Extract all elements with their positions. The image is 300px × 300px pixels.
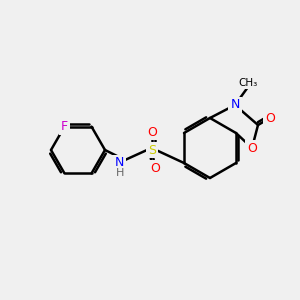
Text: O: O	[147, 125, 157, 139]
Text: O: O	[150, 161, 160, 175]
Text: N: N	[114, 157, 124, 169]
Text: H: H	[116, 168, 124, 178]
Text: F: F	[61, 120, 68, 133]
Text: O: O	[247, 142, 257, 154]
Text: N: N	[230, 98, 240, 112]
Text: CH₃: CH₃	[238, 78, 258, 88]
Text: S: S	[148, 143, 156, 157]
Text: O: O	[265, 112, 275, 124]
